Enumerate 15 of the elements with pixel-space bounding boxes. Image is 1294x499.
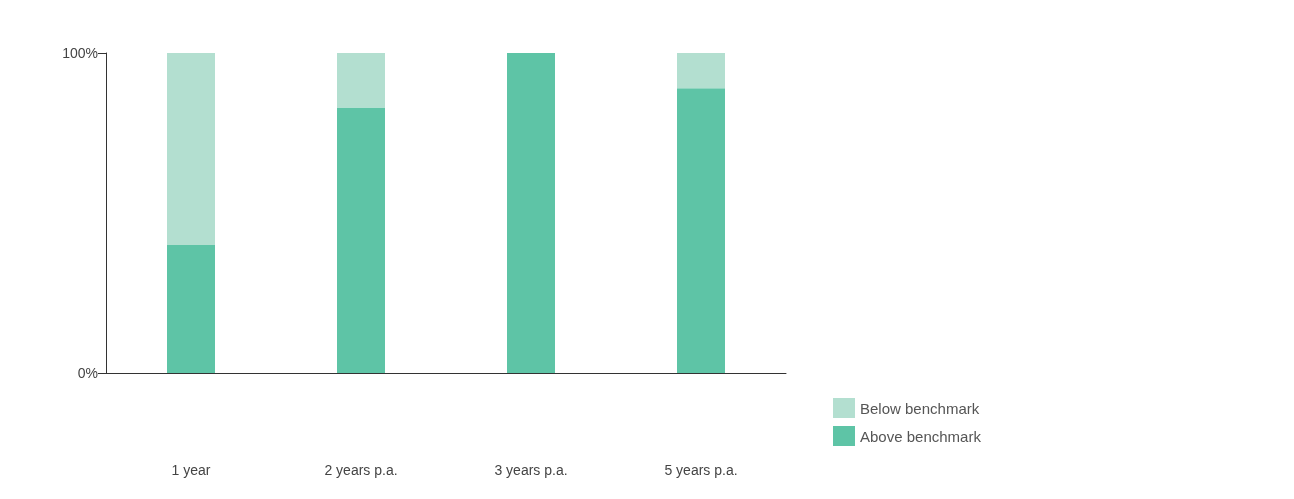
- x-tick-label: 3 years p.a.: [494, 462, 568, 478]
- bar: [677, 88, 725, 373]
- legend-label: Above benchmark: [860, 427, 982, 445]
- bar: [167, 53, 215, 245]
- bar: [337, 107, 385, 373]
- x-tick-label: 1 year: [171, 462, 211, 478]
- x-tick-label: 2 years p.a.: [324, 462, 398, 478]
- bar: [677, 53, 725, 89]
- legend-label: Below benchmark: [860, 399, 980, 417]
- bar: [167, 245, 215, 373]
- y-tick-label: 0%: [77, 365, 98, 381]
- bar: [507, 53, 555, 373]
- y-tick-label: 100%: [62, 45, 98, 61]
- x-tick-label: 5 years p.a.: [664, 462, 738, 478]
- bar: [337, 53, 385, 108]
